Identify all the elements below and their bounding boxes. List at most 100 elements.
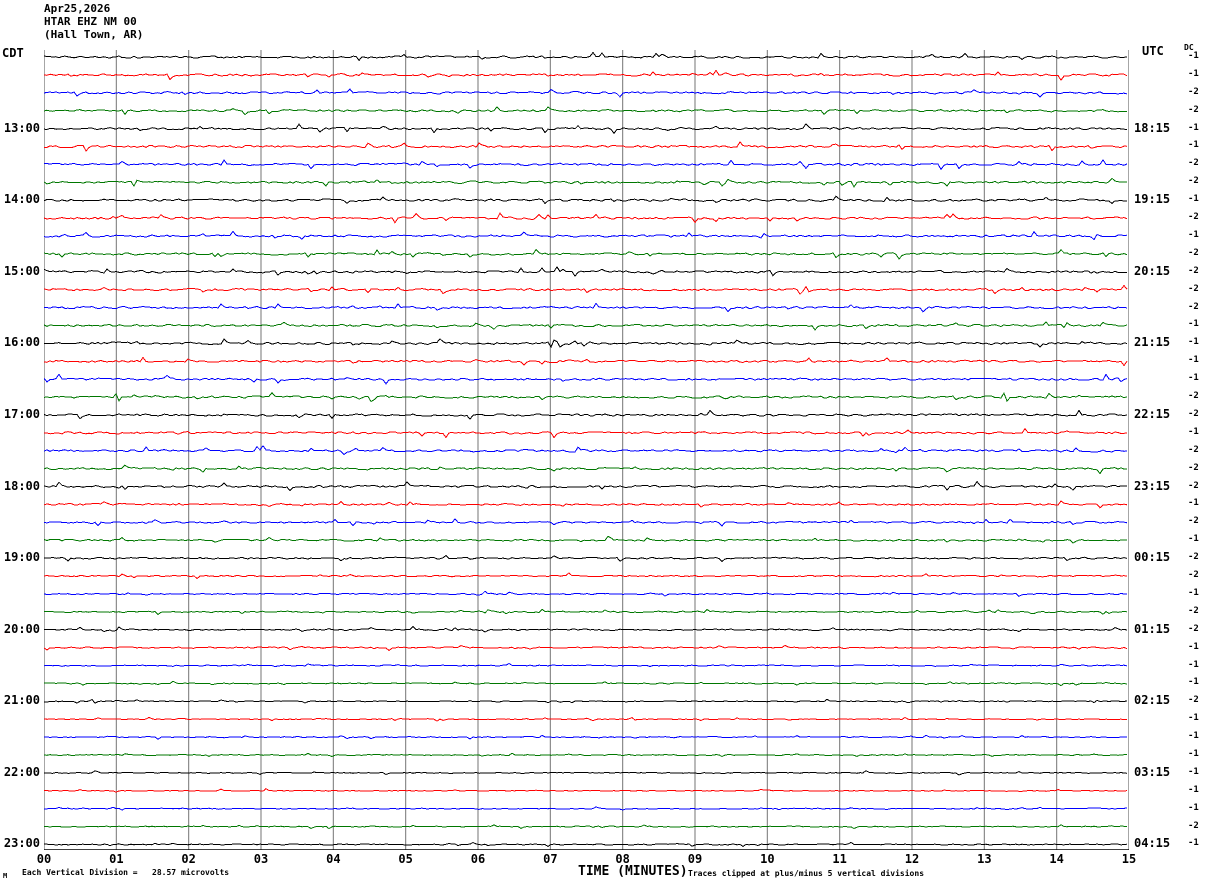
trace-line (44, 159, 1128, 171)
dc-value-label: -1 (1188, 498, 1199, 509)
dc-value-label: -2 (1188, 104, 1199, 115)
trace-line (44, 69, 1128, 81)
dc-value-label: -1 (1188, 194, 1199, 205)
trace-line (44, 788, 1128, 793)
cdt-tick-label: 15:00 (3, 263, 40, 278)
trace-line (44, 734, 1128, 740)
trace-line (44, 480, 1128, 492)
trace-line (44, 841, 1128, 847)
x-axis-tick-labels: 00 01 02 03 04 05 06 07 08 09 10 11 12 13 14 15 (0, 852, 1210, 868)
x-tick-label: 08 (615, 852, 630, 866)
dc-value-label: -2 (1188, 158, 1199, 169)
header-station: HTAR EHZ NM 00 (44, 15, 137, 28)
header-date: Apr25,2026 (44, 2, 111, 15)
dc-value-label: -1 (1188, 659, 1199, 670)
trace-canvas[interactable] (44, 50, 1129, 850)
dc-value-label: -1 (1188, 802, 1199, 813)
trace-line (44, 248, 1128, 260)
trace-line (44, 590, 1128, 597)
dc-value-label: -1 (1188, 838, 1199, 849)
dc-value-label: -1 (1188, 337, 1199, 348)
utc-tick-label: 01:15 (1134, 621, 1171, 636)
dc-value-label: -2 (1188, 265, 1199, 276)
dc-value-label: -1 (1188, 534, 1199, 545)
trace-line (44, 106, 1128, 116)
cdt-tick-label: 22:00 (3, 764, 40, 779)
trace-line (44, 644, 1128, 652)
dc-value-label: -2 (1188, 695, 1199, 706)
utc-tick-label: 04:15 (1134, 836, 1171, 851)
x-tick-label: 04 (326, 852, 341, 866)
utc-tick-label: 18:15 (1134, 120, 1171, 135)
cdt-tick-label: 14:00 (3, 192, 40, 207)
dc-value-label: -2 (1188, 301, 1199, 312)
cdt-tick-label: 19:00 (3, 550, 40, 565)
trace-line (44, 177, 1128, 188)
cdt-axis-label: CDT (2, 46, 24, 60)
x-tick-label: 11 (832, 852, 847, 866)
trace-line (44, 554, 1128, 563)
trace-line (44, 302, 1128, 313)
x-tick-label: 10 (760, 852, 775, 866)
cdt-tick-label: 16:00 (3, 335, 40, 350)
dc-value-label: -2 (1188, 247, 1199, 258)
x-tick-label: 12 (904, 852, 920, 866)
utc-tick-label: 03:15 (1134, 764, 1171, 779)
dc-value-label: -1 (1188, 426, 1199, 437)
trace-line (44, 698, 1128, 704)
trace-line (44, 230, 1128, 241)
x-tick-label: 03 (253, 852, 269, 866)
x-tick-label: 09 (687, 852, 703, 866)
trace-line (44, 625, 1128, 633)
utc-tick-label: 20:15 (1134, 263, 1171, 278)
trace-line (44, 88, 1128, 98)
dc-value-label: -1 (1188, 68, 1199, 79)
cdt-tick-label: 21:00 (3, 693, 40, 708)
utc-tick-label: 21:15 (1134, 335, 1171, 350)
dc-value-label: -2 (1188, 212, 1199, 223)
utc-tick-label: 19:15 (1134, 192, 1171, 207)
trace-line (44, 464, 1127, 475)
trace-line (44, 518, 1128, 527)
dc-value-label: -2 (1188, 820, 1199, 831)
x-tick-label: 15 (1121, 852, 1137, 866)
utc-tick-label: 23:15 (1134, 478, 1171, 493)
x-tick-label: 07 (543, 852, 558, 866)
dc-value-label: -1 (1188, 122, 1199, 133)
dc-value-label: -2 (1188, 444, 1199, 455)
cdt-tick-label: 13:00 (3, 120, 40, 135)
dc-value-label: -2 (1188, 462, 1199, 473)
dc-value-label: -2 (1188, 552, 1199, 563)
trace-line (44, 321, 1128, 331)
dc-value-label: -1 (1188, 587, 1199, 598)
trace-line (44, 195, 1128, 205)
dc-value-label: -1 (1188, 713, 1199, 724)
trace-line (44, 51, 1128, 62)
corner-mark: M (3, 872, 8, 880)
x-tick-label: 13 (977, 852, 992, 866)
x-tick-label: 05 (398, 852, 413, 866)
dc-value-label: -2 (1188, 408, 1199, 419)
dc-value-label: -2 (1188, 623, 1199, 634)
cdt-tick-label: 20:00 (3, 621, 40, 636)
dc-value-label: -1 (1188, 784, 1199, 795)
dc-value-label: -2 (1188, 480, 1199, 491)
dc-value-label: -1 (1188, 355, 1199, 366)
x-tick-label: 02 (181, 852, 196, 866)
trace-line (44, 806, 1128, 811)
trace-line (44, 409, 1128, 420)
dc-value-label: -1 (1188, 766, 1199, 777)
dc-value-label: -2 (1188, 283, 1199, 294)
trace-line (44, 662, 1128, 668)
vertical-division-note: Each Vertical Division = 28.57 microvolt… (22, 868, 230, 877)
dc-value-label: -1 (1188, 319, 1199, 330)
trace-line (44, 752, 1128, 758)
dc-value-label: -1 (1188, 373, 1199, 384)
trace-line (44, 338, 1128, 349)
trace-group (44, 51, 1128, 847)
trace-line (44, 716, 1128, 722)
trace-line (44, 427, 1128, 439)
dc-value-label: -1 (1188, 51, 1199, 61)
x-tick-label: 14 (1049, 852, 1064, 866)
